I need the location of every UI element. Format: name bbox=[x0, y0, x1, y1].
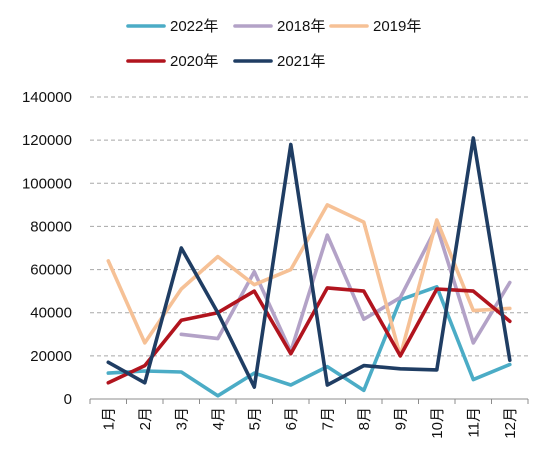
y-tick-label: 0 bbox=[64, 391, 72, 408]
y-tick-label: 100000 bbox=[22, 175, 72, 192]
series-lines bbox=[106, 136, 512, 398]
series-line-2021年 bbox=[106, 136, 512, 389]
y-tick-label: 20000 bbox=[30, 348, 72, 365]
series-line-2022年 bbox=[106, 285, 512, 398]
y-tick-label: 60000 bbox=[30, 262, 72, 279]
y-axis-tick-labels: 0 20000 40000 60000 80000 100000 120000 140000 bbox=[22, 89, 72, 408]
legend-label: 2018年 bbox=[277, 18, 325, 35]
x-tick-label: 7月 bbox=[319, 407, 336, 430]
y-tick-label: 40000 bbox=[30, 305, 72, 322]
legend-label: 2021年 bbox=[277, 53, 325, 70]
series-line-2020年 bbox=[106, 286, 512, 385]
x-tick-label: 12月 bbox=[502, 407, 519, 439]
x-tick-label: 3月 bbox=[173, 407, 190, 430]
gridlines bbox=[90, 96, 528, 357]
series-line-2018年 bbox=[179, 224, 512, 354]
chart-legend: 2022年 2018年 2019年 2020年 2021年 bbox=[126, 18, 421, 70]
x-tick-label: 9月 bbox=[392, 407, 409, 430]
x-tick-label: 5月 bbox=[246, 407, 263, 430]
x-tick-label: 11月 bbox=[465, 407, 482, 438]
x-tick-label: 4月 bbox=[210, 407, 227, 430]
x-tick-label: 6月 bbox=[283, 407, 300, 430]
y-tick-label: 80000 bbox=[30, 218, 72, 235]
y-tick-label: 140000 bbox=[22, 89, 72, 106]
legend-label: 2022年 bbox=[170, 18, 218, 35]
x-tick-label: 10月 bbox=[429, 407, 446, 439]
y-tick-label: 120000 bbox=[22, 132, 72, 149]
x-tick-label: 8月 bbox=[356, 407, 373, 430]
x-tick-label: 2月 bbox=[137, 407, 154, 430]
x-axis: 1月 2月 3月 4月 5月 6月 7月 8月 9月 10月 11月 12月 bbox=[89, 398, 529, 439]
legend-label: 2019年 bbox=[373, 18, 421, 35]
legend-label: 2020年 bbox=[170, 53, 218, 70]
series-line-2019年 bbox=[106, 203, 512, 358]
x-tick-label: 1月 bbox=[100, 407, 117, 430]
